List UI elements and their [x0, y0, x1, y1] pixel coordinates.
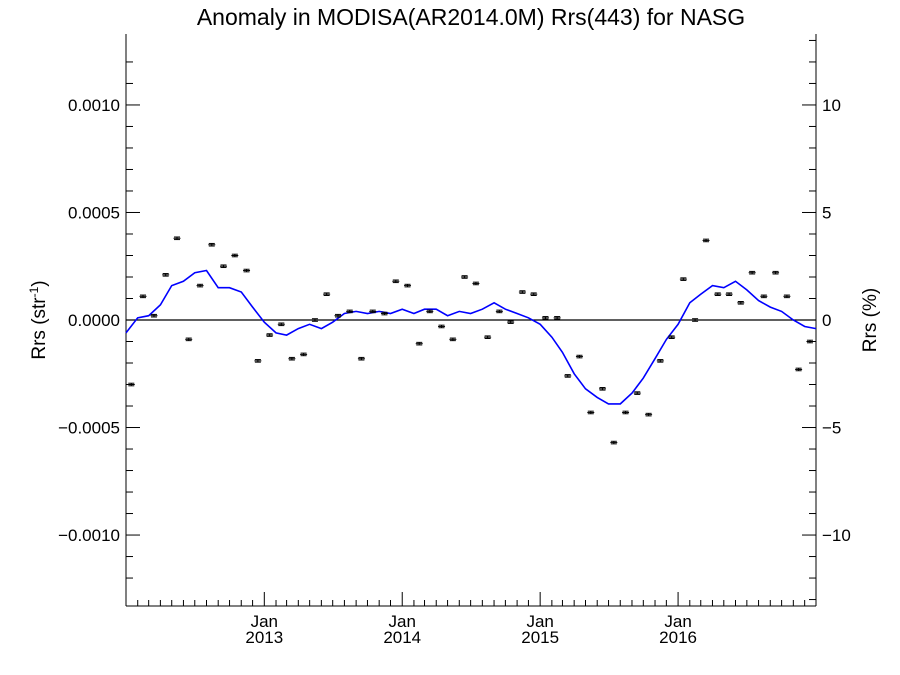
y-right-tick-label: 10	[822, 96, 841, 115]
anomaly-point	[449, 337, 457, 342]
anomaly-point	[243, 268, 251, 273]
anomaly-point	[725, 292, 733, 296]
y-left-tick-label: −0.0005	[58, 419, 120, 438]
y-left-tick-label: 0.0010	[68, 96, 120, 115]
x-tick-year-label: 2013	[245, 628, 283, 647]
anomaly-point	[311, 318, 319, 322]
y-axis-right-ticks: 10 5 0 −5 −10	[802, 39, 851, 601]
x-tick-month-label: Jan	[251, 612, 278, 631]
anomaly-point	[323, 292, 331, 296]
anomaly-point	[795, 367, 803, 372]
x-tick-month-label: Jan	[526, 612, 553, 631]
anomaly-point	[575, 354, 583, 359]
anomaly-point	[541, 316, 549, 320]
y-axis-left-label-text: Rrs (str	[29, 297, 50, 360]
anomaly-point	[668, 335, 676, 339]
anomaly-point	[806, 339, 814, 344]
y-right-tick-label: −10	[822, 526, 851, 545]
x-tick-year-label: 2016	[659, 628, 697, 647]
anomaly-point	[254, 359, 262, 363]
smoothed-line-path	[125, 269, 817, 405]
anomaly-point	[127, 382, 135, 387]
anomaly-point	[208, 242, 216, 247]
anomaly-point	[357, 356, 365, 361]
anomaly-point	[633, 391, 641, 395]
anomaly-point	[277, 322, 285, 327]
anomaly-point	[518, 290, 526, 294]
anomaly-point	[219, 264, 227, 269]
anomaly-point	[760, 294, 768, 299]
anomaly-point	[772, 270, 780, 275]
anomaly-point	[334, 313, 342, 318]
anomaly-point	[426, 309, 434, 314]
anomaly-point	[162, 273, 170, 277]
anomaly-point	[737, 301, 745, 305]
svg-text:Rrs (str-1): Rrs (str-1)	[27, 280, 50, 359]
anomaly-point	[564, 374, 572, 378]
anomaly-point	[691, 318, 699, 322]
x-tick-year-label: 2015	[521, 628, 559, 647]
anomaly-point	[150, 313, 158, 318]
anomaly-point	[185, 337, 193, 342]
x-tick-year-label: 2014	[383, 628, 421, 647]
y-right-tick-label: 5	[822, 203, 831, 222]
anomaly-point	[173, 236, 181, 241]
y-axis-left-label: Rrs (str-1)	[27, 280, 50, 359]
anomaly-point	[461, 275, 469, 279]
anomaly-point	[369, 309, 377, 314]
anomaly-point	[380, 311, 388, 316]
anomaly-point	[196, 283, 204, 288]
anomaly-point	[553, 316, 561, 320]
y-axis-left-label-superscript: -1	[27, 286, 41, 297]
y-axis-right-label: Rrs (%)	[860, 288, 881, 352]
anomaly-point	[266, 333, 274, 337]
anomaly-point	[404, 283, 412, 288]
anomaly-point	[622, 410, 630, 415]
anomaly-point	[679, 277, 687, 281]
anomaly-point	[610, 440, 618, 445]
anomaly-point	[484, 335, 492, 339]
y-axis-left-ticks: 0.0010 0.0005 0.0000 −0.0005 −0.0010	[58, 61, 140, 579]
anomaly-point	[139, 294, 147, 299]
anomaly-point	[599, 387, 607, 391]
y-left-tick-label: 0.0005	[68, 203, 120, 222]
anomaly-point	[645, 412, 653, 417]
anomaly-point	[392, 279, 400, 284]
y-right-tick-label: −5	[822, 419, 841, 438]
y-axis-left-label-close: )	[29, 280, 50, 286]
anomaly-point	[300, 352, 308, 357]
y-left-tick-label: 0.0000	[68, 311, 120, 330]
monthly-anomaly-points	[127, 236, 814, 445]
anomaly-point	[530, 292, 538, 296]
anomaly-point	[587, 410, 595, 415]
anomaly-point	[472, 281, 480, 286]
anomaly-point	[783, 294, 791, 299]
anomaly-point	[656, 359, 664, 363]
anomaly-point	[438, 324, 446, 329]
chart-title: Anomaly in MODISA(AR2014.0M) Rrs(443) fo…	[197, 4, 745, 30]
x-tick-month-label: Jan	[664, 612, 691, 631]
y-right-tick-label: 0	[822, 311, 831, 330]
y-left-tick-label: −0.0010	[58, 526, 120, 545]
anomaly-point	[346, 309, 354, 314]
anomaly-point	[288, 356, 296, 361]
anomaly-point	[714, 292, 722, 296]
anomaly-point	[495, 309, 503, 314]
anomaly-point	[231, 253, 239, 258]
anomaly-point	[748, 270, 756, 275]
anomaly-point	[507, 320, 515, 324]
x-tick-month-label: Jan	[389, 612, 416, 631]
anomaly-point	[702, 238, 710, 243]
smoothed-anomaly-line	[125, 269, 817, 405]
anomaly-point	[415, 341, 423, 346]
